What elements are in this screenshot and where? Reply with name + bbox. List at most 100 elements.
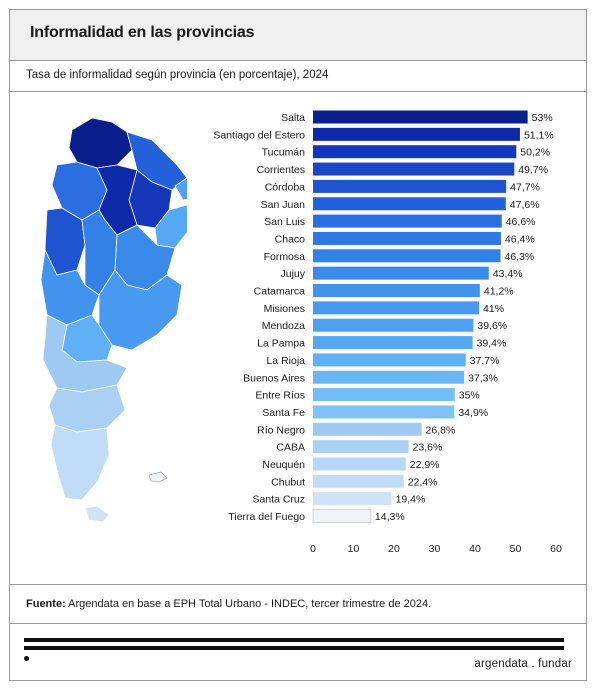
value-label: 50,2%: [520, 147, 550, 159]
bar: [313, 197, 506, 211]
value-label: 35%: [459, 390, 480, 402]
chart-area: Salta 53% Santiago del Estero 51,1% Tucumán 5…: [10, 92, 586, 585]
category-label: CABA: [276, 442, 305, 454]
value-label: 22,4%: [408, 476, 438, 488]
value-label: 37,7%: [470, 355, 500, 367]
x-tick-label: 10: [348, 543, 360, 555]
value-label: 34,9%: [458, 407, 488, 419]
category-label: Catamarca: [254, 286, 306, 298]
bar: [313, 231, 501, 245]
bar: [313, 336, 473, 350]
bar: [313, 474, 404, 488]
bar: [313, 266, 489, 280]
category-label: Entre Ríos: [255, 390, 305, 402]
category-label: Córdoba: [265, 181, 305, 193]
category-label: Jujuy: [280, 268, 305, 280]
title-bar: Informalidad en las provincias: [10, 10, 586, 61]
bar: [313, 318, 474, 332]
bar: [313, 422, 422, 436]
category-label: Santa Fe: [262, 407, 305, 419]
category-label: San Luis: [264, 216, 305, 228]
bar: [313, 249, 501, 263]
category-label: Santiago del Estero: [213, 129, 305, 141]
brand-line-1: [24, 638, 564, 642]
subtitle-bar: Tasa de informalidad según provincia (en…: [10, 61, 586, 92]
category-label: La Pampa: [257, 338, 305, 350]
x-tick-label: 60: [550, 543, 562, 555]
map-region-mendoza-sanluis: [40, 248, 100, 326]
chart-title: Informalidad en las provincias: [30, 24, 255, 41]
bar: [313, 492, 392, 506]
x-tick-label: 20: [388, 543, 400, 555]
map-region-tierra-del-fuego: [84, 505, 110, 523]
bar: [313, 110, 528, 124]
category-label: Tierra del Fuego: [228, 511, 305, 523]
category-label: Buenos Aires: [243, 372, 305, 384]
bar: [313, 127, 520, 141]
chart-card: Informalidad en las provincias Tasa de i…: [9, 9, 587, 681]
brand-line-2: [24, 646, 564, 650]
value-label: 39,4%: [477, 338, 507, 350]
brand-dot: [24, 656, 29, 661]
bar-chart: Salta 53% Santiago del Estero 51,1% Tucumán 5…: [213, 110, 562, 555]
x-tick-label: 0: [310, 543, 316, 555]
source-label: Fuente:: [26, 598, 66, 610]
map-region-malvinas: [148, 471, 168, 483]
category-label: Neuquén: [262, 459, 305, 471]
category-label: Misiones: [264, 303, 305, 315]
bar: [313, 214, 502, 228]
value-label: 47,7%: [510, 181, 540, 193]
argentina-map-icon: [40, 117, 187, 523]
category-label: Río Negro: [257, 424, 305, 436]
value-label: 43,4%: [493, 268, 523, 280]
category-label: Santa Cruz: [252, 494, 305, 506]
bar: [313, 457, 406, 471]
map-region-misiones: [174, 177, 187, 201]
value-label: 46,4%: [505, 233, 535, 245]
value-label: 37,3%: [468, 372, 498, 384]
value-label: 14,3%: [375, 511, 405, 523]
bar: [313, 388, 455, 402]
value-label: 22,9%: [410, 459, 440, 471]
category-label: Salta: [281, 112, 305, 124]
value-label: 19,4%: [396, 494, 426, 506]
value-label: 41,2%: [484, 286, 514, 298]
chart-subtitle: Tasa de informalidad según provincia (en…: [26, 69, 329, 81]
value-label: 46,6%: [506, 216, 536, 228]
source-text: Argendata en base a EPH Total Urbano - I…: [65, 598, 432, 610]
category-label: Chaco: [275, 233, 306, 245]
category-label: Corrientes: [257, 164, 305, 176]
bar: [313, 405, 455, 419]
bar: [313, 353, 466, 367]
source-note: Fuente: Argendata en base a EPH Total Ur…: [26, 598, 431, 610]
brand-name: argendata . fundar: [474, 658, 572, 670]
category-label: San Juan: [261, 199, 306, 211]
bar: [313, 370, 465, 384]
value-label: 39,6%: [477, 320, 507, 332]
value-label: 41%: [483, 303, 504, 315]
x-tick-label: 30: [429, 543, 441, 555]
bar: [313, 301, 480, 315]
category-label: Tucumán: [262, 147, 306, 159]
bar: [313, 440, 409, 454]
map-region-neuquen-rionegro: [42, 314, 128, 393]
category-label: Mendoza: [262, 320, 305, 332]
value-label: 26,8%: [426, 424, 456, 436]
map-region-santa-cruz: [50, 424, 110, 501]
x-tick-label: 40: [469, 543, 481, 555]
bar: [313, 162, 515, 176]
footer-divider: [10, 623, 586, 624]
category-label: La Rioja: [266, 355, 305, 367]
value-label: 47,6%: [510, 199, 540, 211]
bar: [313, 284, 480, 297]
value-label: 46,3%: [505, 251, 535, 263]
value-label: 49,7%: [518, 164, 548, 176]
value-label: 23,6%: [413, 442, 443, 454]
value-label: 53%: [532, 112, 553, 124]
bar: [313, 145, 517, 159]
bar: [313, 179, 507, 193]
category-label: Chubut: [271, 476, 305, 488]
x-tick-label: 50: [510, 543, 522, 555]
map-region-jujuy-salta: [68, 117, 133, 169]
bar: [312, 509, 372, 523]
